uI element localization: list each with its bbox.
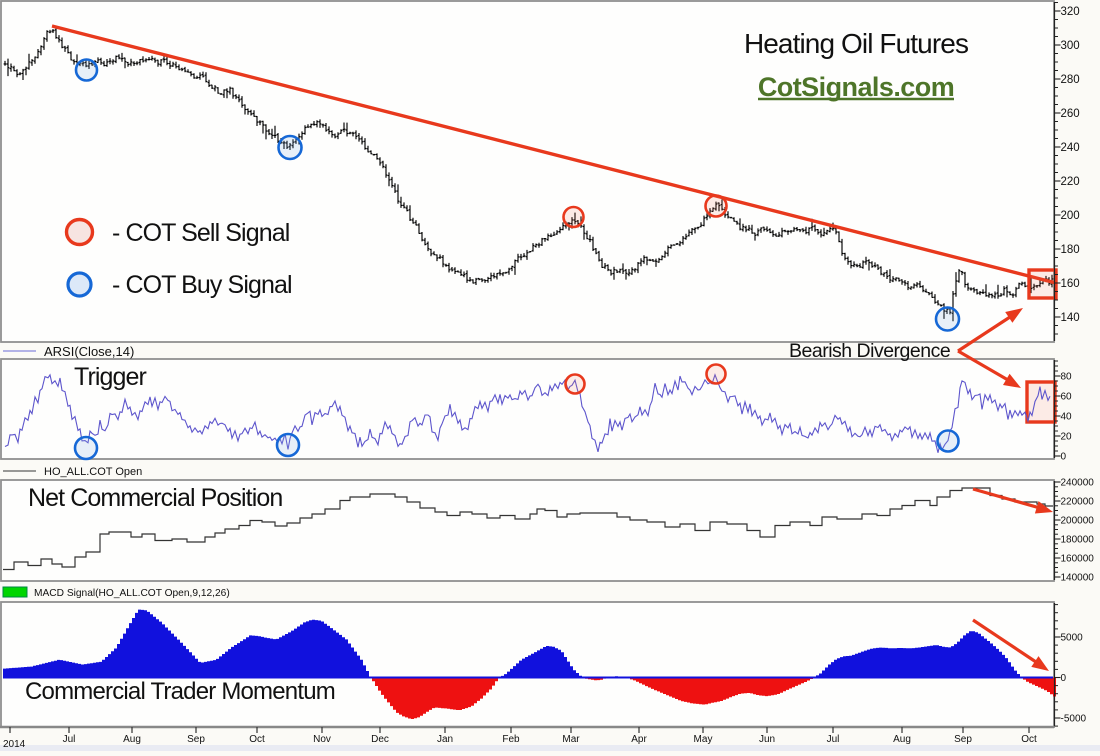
- svg-text:140000: 140000: [1061, 573, 1095, 584]
- svg-text:Sep: Sep: [954, 734, 972, 745]
- svg-text:260: 260: [1061, 108, 1080, 120]
- svg-text:280: 280: [1061, 74, 1080, 86]
- svg-text:140: 140: [1061, 312, 1080, 324]
- svg-text:Jan: Jan: [437, 734, 453, 745]
- svg-text:160000: 160000: [1061, 554, 1095, 565]
- svg-text:- COT Buy Signal: - COT Buy Signal: [112, 271, 292, 299]
- svg-text:220000: 220000: [1061, 497, 1095, 508]
- svg-text:200: 200: [1061, 210, 1080, 222]
- svg-text:20: 20: [1061, 432, 1073, 443]
- svg-text:240: 240: [1061, 142, 1080, 154]
- svg-text:0: 0: [1061, 673, 1067, 684]
- svg-text:ARSI(Close,14): ARSI(Close,14): [44, 344, 134, 359]
- svg-text:Jun: Jun: [759, 734, 775, 745]
- svg-text:Oct: Oct: [1021, 734, 1037, 745]
- svg-text:Nov: Nov: [313, 734, 331, 745]
- svg-text:180000: 180000: [1061, 535, 1095, 546]
- svg-text:320: 320: [1061, 6, 1080, 18]
- svg-text:Aug: Aug: [123, 734, 141, 745]
- svg-text:200000: 200000: [1061, 516, 1095, 527]
- svg-text:Bearish Divergence: Bearish Divergence: [789, 340, 950, 362]
- svg-text:220: 220: [1061, 176, 1080, 188]
- svg-text:- COT Sell Signal: - COT Sell Signal: [112, 219, 289, 247]
- svg-text:5000: 5000: [1061, 633, 1084, 644]
- svg-text:Jul: Jul: [63, 734, 76, 745]
- svg-text:160: 160: [1061, 278, 1080, 290]
- svg-text:Dec: Dec: [371, 734, 389, 745]
- svg-text:Apr: Apr: [631, 734, 647, 745]
- svg-text:Feb: Feb: [502, 734, 520, 745]
- svg-text:Commercial Trader Momentum: Commercial Trader Momentum: [25, 678, 335, 705]
- svg-text:180: 180: [1061, 244, 1080, 256]
- svg-text:2014: 2014: [3, 739, 26, 750]
- svg-text:May: May: [694, 734, 713, 745]
- svg-text:Trigger: Trigger: [74, 363, 147, 391]
- svg-text:Oct: Oct: [249, 734, 265, 745]
- svg-text:80: 80: [1061, 372, 1073, 383]
- svg-text:HO_ALL.COT Open: HO_ALL.COT Open: [44, 466, 142, 478]
- svg-text:Jul: Jul: [827, 734, 840, 745]
- svg-text:300: 300: [1061, 40, 1080, 52]
- svg-text:40: 40: [1061, 412, 1073, 423]
- svg-text:Net Commercial Position: Net Commercial Position: [28, 484, 282, 512]
- svg-text:CotSignals.com: CotSignals.com: [758, 72, 954, 102]
- svg-text:Aug: Aug: [893, 734, 911, 745]
- svg-text:MACD Signal(HO_ALL.COT Open,9,: MACD Signal(HO_ALL.COT Open,9,12,26): [34, 588, 230, 599]
- svg-text:Sep: Sep: [187, 734, 205, 745]
- svg-text:0: 0: [1061, 452, 1067, 463]
- svg-text:60: 60: [1061, 392, 1073, 403]
- svg-text:240000: 240000: [1061, 478, 1095, 489]
- svg-text:Heating Oil Futures: Heating Oil Futures: [744, 28, 968, 59]
- svg-text:Mar: Mar: [562, 734, 580, 745]
- svg-text:-5000: -5000: [1061, 714, 1087, 725]
